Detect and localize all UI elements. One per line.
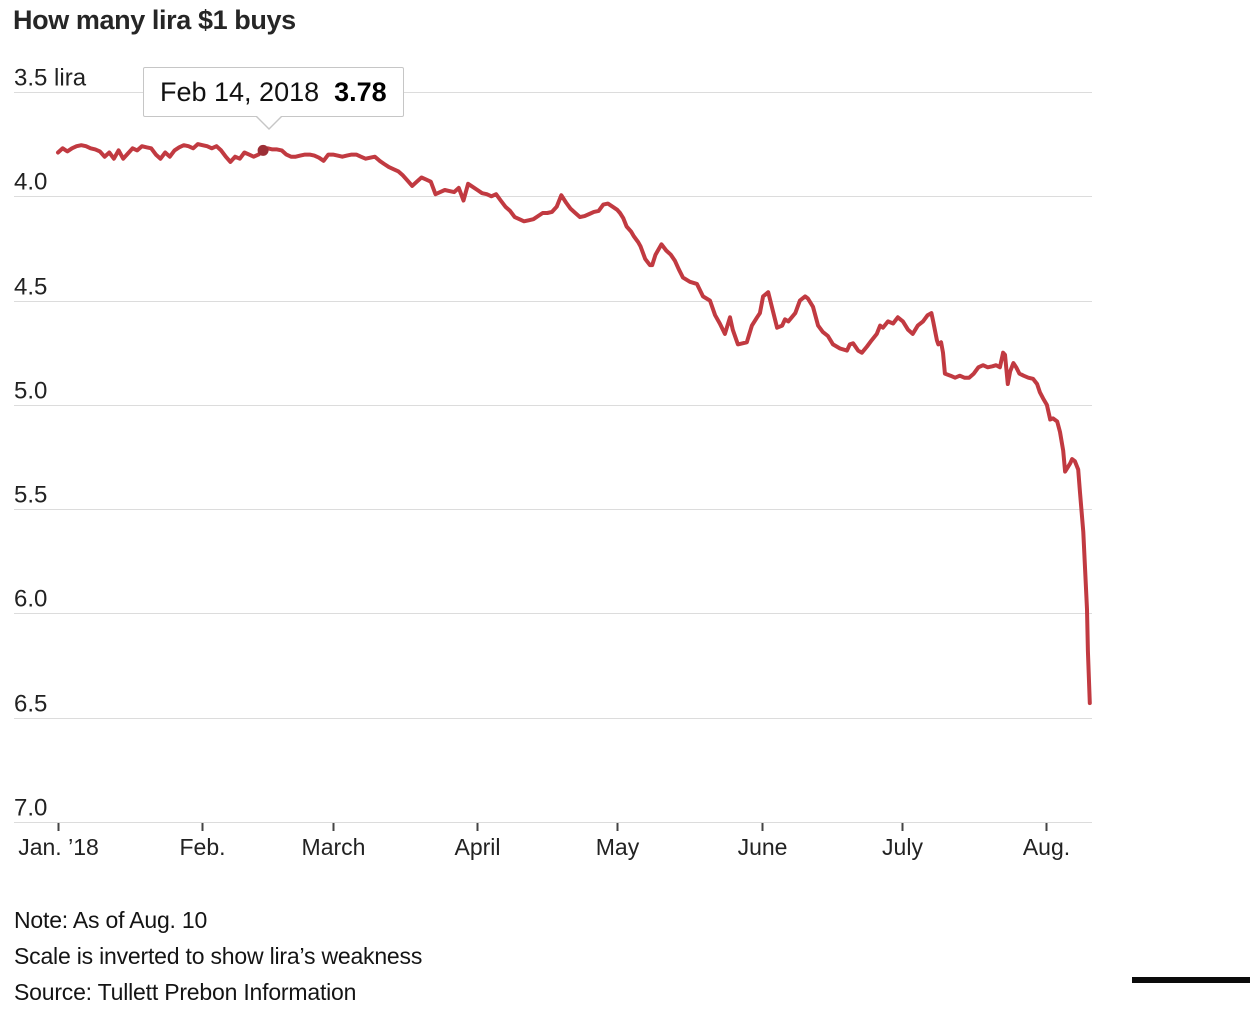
- y-tick-label: 4.0: [14, 169, 47, 196]
- chart-title: How many lira $1 buys: [13, 5, 296, 35]
- y-tick-label: 5.0: [14, 378, 47, 405]
- y-tick-label: 5.5: [14, 482, 47, 509]
- y-tick-label: 6.0: [14, 586, 47, 613]
- x-tick-label: March: [302, 834, 366, 860]
- y-tick-label: 7.0: [14, 795, 47, 822]
- tooltip-date: Feb 14, 2018: [160, 76, 320, 107]
- x-tick-label: May: [596, 834, 640, 860]
- x-tick-label: Aug.: [1023, 834, 1070, 860]
- x-tick-label: June: [738, 834, 788, 860]
- x-tick-label: July: [882, 834, 923, 860]
- y-tick-label: 3.5 lira: [14, 65, 87, 92]
- annotation-marker[interactable]: [257, 144, 269, 156]
- y-tick-label: 6.5: [14, 691, 47, 718]
- tooltip: Feb 14, 2018 3.78: [143, 67, 404, 130]
- x-tick-label: Jan. ’18: [18, 834, 99, 860]
- note-line: Note: As of Aug. 10: [14, 907, 208, 933]
- exchange-rate-line-chart[interactable]: 3.5 lira 4.0 4.5 5.0 5.5 6.0 6.5 7.0 Jan. ’18 Feb…: [0, 0, 1250, 870]
- chart-notes: Note: As of Aug. 10 Scale is inverted to…: [14, 902, 422, 1010]
- tooltip-pointer: [255, 114, 283, 128]
- tooltip-value: 3.78: [334, 76, 387, 107]
- note-line: Scale is inverted to show lira’s weaknes…: [14, 943, 423, 969]
- x-tick-label: Feb.: [179, 834, 225, 860]
- y-tick-label: 4.5: [14, 274, 47, 301]
- bottom-divider-bar: [1132, 977, 1250, 983]
- series-line[interactable]: [56, 142, 1092, 706]
- x-tick-label: April: [454, 834, 500, 860]
- source-line: Source: Tullett Prebon Information: [14, 979, 357, 1005]
